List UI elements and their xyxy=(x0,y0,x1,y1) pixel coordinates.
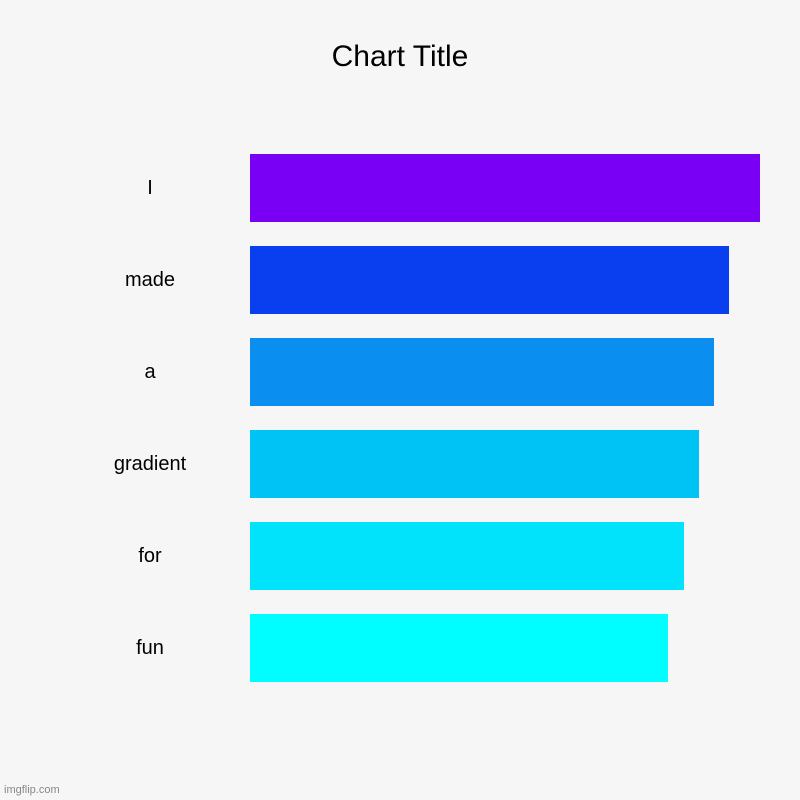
bar-label: for xyxy=(50,545,250,568)
bar xyxy=(250,338,714,406)
chart-row: fun xyxy=(50,614,760,682)
bar-label: I xyxy=(50,177,250,200)
bar-track xyxy=(250,246,760,314)
bar-label: fun xyxy=(50,637,250,660)
chart-row: I xyxy=(50,154,760,222)
bar-label: gradient xyxy=(50,453,250,476)
bar-track xyxy=(250,154,760,222)
bar xyxy=(250,246,729,314)
bar xyxy=(250,430,699,498)
chart-row: for xyxy=(50,522,760,590)
chart-row: gradient xyxy=(50,430,760,498)
chart-container: Chart Title Imade a gradient for fun xyxy=(0,0,800,800)
bar-label: a xyxy=(50,361,250,384)
bar-label: made xyxy=(50,269,250,292)
bar-track xyxy=(250,614,760,682)
chart-row: made xyxy=(50,246,760,314)
bar-track xyxy=(250,338,760,406)
chart-rows: Imade a gradient for fun xyxy=(30,154,770,682)
chart-row: a xyxy=(50,338,760,406)
bar-track xyxy=(250,522,760,590)
bar xyxy=(250,614,668,682)
bar xyxy=(250,154,760,222)
bar xyxy=(250,522,684,590)
bar-track xyxy=(250,430,760,498)
watermark: imgflip.com xyxy=(4,784,60,796)
chart-title: Chart Title xyxy=(30,40,770,74)
